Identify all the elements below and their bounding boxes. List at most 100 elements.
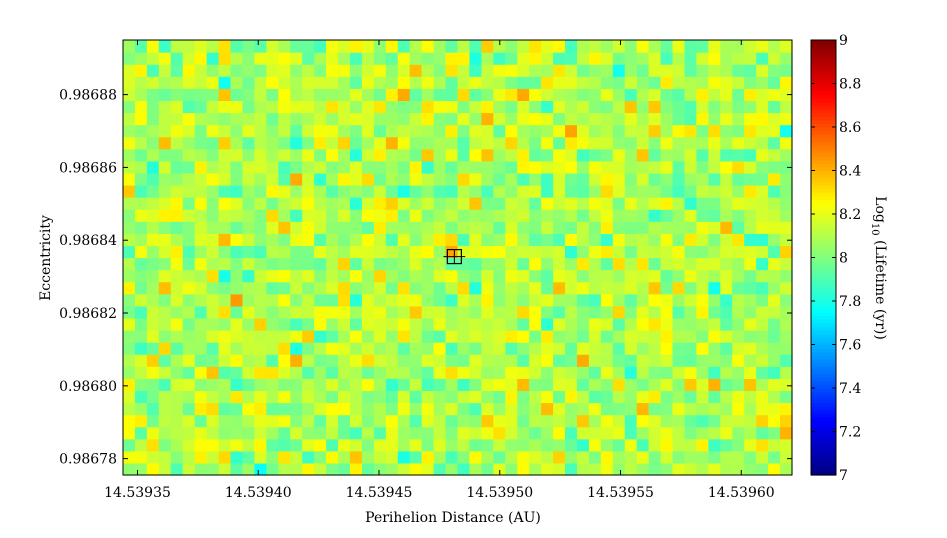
heatmap-cell (541, 160, 554, 174)
heatmap-cell (648, 426, 662, 440)
heatmap-cell (445, 378, 459, 392)
colorbar-label-log: Log (872, 196, 888, 223)
heatmap-cell (146, 305, 160, 319)
heatmap-cell (170, 160, 184, 174)
heatmap-cell (588, 136, 602, 150)
colorbar-strip (811, 268, 836, 273)
heatmap-cell (541, 366, 554, 379)
heatmap-cell (481, 269, 494, 283)
heatmap-cell (565, 209, 578, 222)
heatmap-cell (660, 124, 674, 138)
heatmap-cell (182, 378, 196, 392)
heatmap-cell (146, 366, 160, 379)
heatmap-cell (134, 209, 148, 222)
heatmap-cell (254, 257, 267, 271)
heatmap-cell (361, 100, 375, 114)
heatmap-cell (170, 317, 184, 331)
heatmap-cell (254, 342, 267, 355)
heatmap-cell (182, 293, 196, 307)
heatmap-cell (230, 269, 244, 283)
heatmap-cell (338, 100, 351, 114)
heatmap-cell (588, 124, 602, 138)
heatmap-cell (182, 305, 196, 319)
heatmap-cell (684, 64, 698, 77)
heatmap-cell (278, 76, 291, 89)
colorbar-strip (811, 384, 836, 389)
heatmap-cell (600, 209, 614, 222)
heatmap-cell (529, 269, 542, 283)
heatmap-cell (230, 172, 244, 186)
heatmap-cell (600, 40, 614, 53)
colorbar-strip (811, 453, 836, 458)
colorbar-strip (811, 239, 836, 244)
heatmap-cell (493, 354, 506, 367)
heatmap-cell (505, 342, 518, 355)
heatmap-cell (768, 438, 781, 452)
colorbar-strip (811, 79, 836, 85)
heatmap-cell (230, 342, 244, 355)
heatmap-cell (541, 185, 554, 198)
heatmap-cell (481, 462, 494, 476)
heatmap-cell (218, 209, 232, 222)
heatmap-cell (780, 88, 793, 102)
heatmap-cell (457, 136, 471, 150)
heatmap-cell (242, 88, 256, 102)
heatmap-cell (182, 257, 196, 271)
heatmap-cell (529, 462, 542, 476)
heatmap-cell (708, 160, 721, 174)
heatmap-cell (553, 402, 566, 416)
heatmap-cell (290, 221, 303, 234)
heatmap-cell (314, 426, 327, 440)
heatmap-cell (505, 197, 518, 210)
heatmap-cell (278, 233, 291, 247)
heatmap-cell (541, 124, 554, 138)
heatmap-cell (218, 197, 232, 210)
heatmap-cell (517, 305, 530, 319)
heatmap-cell (361, 366, 375, 379)
heatmap-cell (254, 197, 267, 210)
heatmap-cell (684, 354, 698, 367)
heatmap-cell (206, 245, 220, 259)
heatmap-cell (230, 438, 244, 452)
heatmap-cell (517, 378, 530, 392)
heatmap-cell (194, 317, 208, 331)
heatmap-cell (361, 426, 375, 440)
heatmap-cell (672, 100, 686, 114)
heatmap-cell (218, 124, 232, 138)
heatmap-cell (242, 136, 256, 150)
heatmap-cell (672, 450, 686, 464)
heatmap-cell (421, 293, 435, 307)
heatmap-cell (600, 233, 614, 247)
heatmap-cell (636, 305, 650, 319)
colorbar-strip (811, 301, 836, 306)
heatmap-cell (696, 305, 709, 319)
heatmap-cell (421, 172, 435, 186)
heatmap-cell (230, 100, 244, 114)
heatmap-cell (194, 269, 208, 283)
heatmap-cell (624, 305, 638, 319)
heatmap-cell (720, 88, 733, 102)
heatmap-cell (612, 450, 626, 464)
heatmap-cell (720, 245, 733, 259)
heatmap-cell (457, 342, 471, 355)
heatmap-cell (182, 414, 196, 428)
heatmap-cell (469, 76, 482, 89)
heatmap-cell (123, 100, 136, 114)
heatmap-cell (373, 233, 387, 247)
heatmap-cell (684, 426, 698, 440)
heatmap-cell (385, 233, 399, 247)
heatmap-cell (242, 462, 256, 476)
heatmap-cell (433, 64, 447, 77)
y-tick-label: 0.98688 (59, 88, 117, 104)
colorbar-strip (811, 217, 836, 222)
heatmap-cell (600, 426, 614, 440)
heatmap-cell (576, 112, 590, 126)
heatmap-cell (648, 233, 662, 247)
heatmap-cell (588, 197, 602, 210)
heatmap-cell (373, 438, 387, 452)
heatmap-cell (421, 209, 435, 222)
heatmap-cell (349, 293, 363, 307)
heatmap-cell (588, 172, 602, 186)
heatmap-cell (684, 209, 698, 222)
heatmap-cell (254, 366, 267, 379)
